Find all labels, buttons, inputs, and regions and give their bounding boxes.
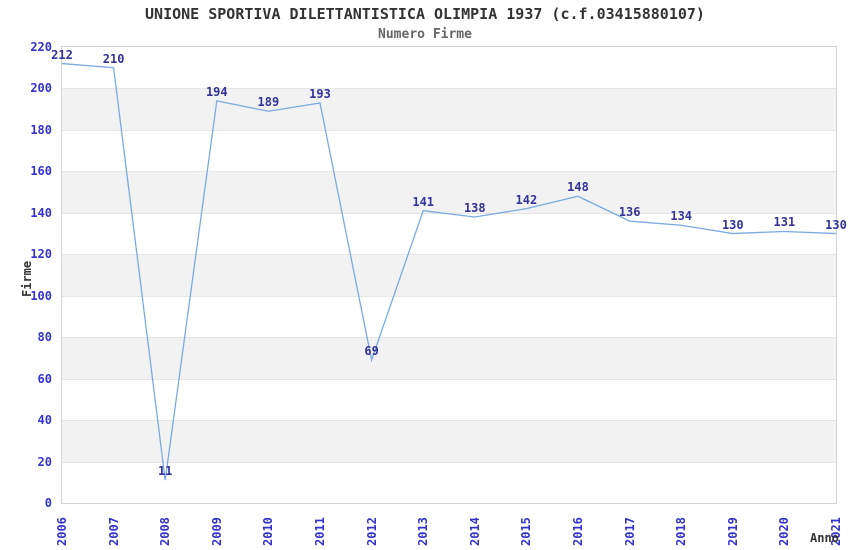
x-tick-label: 2013 xyxy=(416,517,431,546)
grid-band-plain xyxy=(62,295,836,338)
y-tick-label: 40 xyxy=(37,413,52,428)
data-point-label: 136 xyxy=(618,205,641,220)
x-tick-label: 2011 xyxy=(313,517,327,546)
y-tick-label: 140 xyxy=(30,205,52,220)
grid-band-plain xyxy=(62,47,836,89)
grid-band-shaded xyxy=(62,337,836,379)
x-tick-label: 2020 xyxy=(777,517,792,546)
grid-band-plain xyxy=(62,461,836,503)
grid-band-plain xyxy=(62,378,836,421)
x-tick-label: 2015 xyxy=(519,517,534,546)
y-axis-title: Firme xyxy=(20,260,34,297)
series-svg xyxy=(61,62,837,481)
y-tick-label: 0 xyxy=(44,496,52,510)
x-tick-label: 2010 xyxy=(261,517,276,546)
chart-subtitle: Numero Firme xyxy=(378,27,472,42)
y-tick-label: 100 xyxy=(30,288,52,303)
x-tick-label: 2006 xyxy=(55,517,69,546)
data-point-label: 189 xyxy=(257,95,280,110)
grid-band-plain xyxy=(62,129,836,172)
x-tick-label: 2017 xyxy=(622,517,637,546)
data-point-label: 134 xyxy=(670,209,693,224)
grid-band-shaded xyxy=(62,420,836,462)
chart-title: UNIONE SPORTIVA DILETTANTISTICA OLIMPIA … xyxy=(145,5,705,23)
x-axis-title: Anno xyxy=(810,531,839,545)
y-tick-label: 60 xyxy=(37,371,52,386)
y-tick-label: 180 xyxy=(30,122,52,137)
y-tick-label: 220 xyxy=(30,40,52,54)
x-tick-label: 2007 xyxy=(106,517,121,546)
y-tick-label: 20 xyxy=(37,454,52,469)
x-tick-label: 2008 xyxy=(158,517,173,546)
data-point-label: 138 xyxy=(463,200,486,215)
x-tick-label: 2014 xyxy=(467,517,482,546)
y-tick-label: 120 xyxy=(30,247,52,262)
grid-band-shaded xyxy=(62,88,836,130)
grid-band-plain xyxy=(62,212,836,255)
data-point-label: 131 xyxy=(773,215,796,230)
x-tick-label: 2019 xyxy=(725,517,740,546)
plot-area: 212 210 11 194 189 193 69 141 138 142 148 136 134 130… xyxy=(51,46,847,504)
series-line xyxy=(61,62,837,481)
data-point-label: 148 xyxy=(567,180,589,195)
y-tick-label: 80 xyxy=(37,330,52,345)
data-point-label: 69 xyxy=(364,343,379,358)
y-tick-label: 200 xyxy=(30,81,52,96)
data-point-label: 212 xyxy=(51,47,73,62)
y-tick-label: 160 xyxy=(30,164,52,179)
data-point-label: 194 xyxy=(205,84,228,99)
data-point-label: 130 xyxy=(721,217,744,232)
x-tick-label: 2018 xyxy=(674,517,689,546)
data-point-label: 142 xyxy=(515,192,538,207)
x-tick-label: 2016 xyxy=(571,517,585,546)
data-point-label: 130 xyxy=(825,217,847,232)
data-point-label: 210 xyxy=(102,51,125,66)
data-point-label: 141 xyxy=(412,194,435,209)
data-point-label: 11 xyxy=(157,464,173,479)
x-tick-label: 2012 xyxy=(364,517,379,546)
data-point-label: 193 xyxy=(309,86,331,101)
x-tick-label: 2009 xyxy=(209,517,224,546)
grid-band-shaded xyxy=(62,171,836,213)
